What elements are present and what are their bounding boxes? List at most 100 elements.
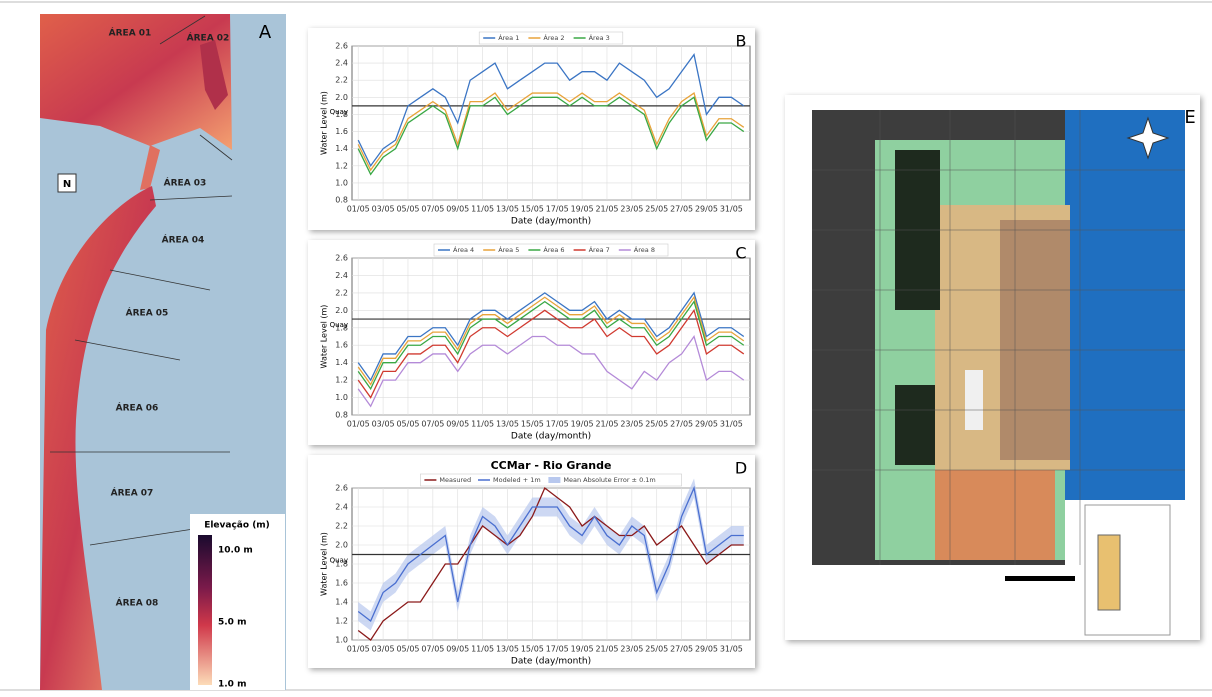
x-axis-label: Date (day/month) [511,657,591,667]
panel-label: D [735,459,747,478]
x-tick-label: 01/05 [347,645,370,654]
y-tick-label: 2.4 [335,271,348,280]
x-tick-label: 11/05 [471,205,494,214]
x-tick-label: 23/05 [620,645,643,654]
figure: A N ÁREA 01 ÁREA 02 ÁREA 03 ÁREA 04 ÁREA… [0,0,1212,693]
area-label: ÁREA 04 [162,234,205,246]
y-tick-label: 2.6 [335,254,348,263]
map-e: E [785,95,1200,640]
x-tick-label: 03/05 [372,420,395,429]
y-tick-label: 1.0 [335,636,348,645]
buildings [1000,220,1070,460]
area-label: ÁREA 07 [111,487,154,499]
x-tick-label: 27/05 [670,420,693,429]
forest [895,385,935,465]
x-tick-label: 05/05 [396,205,419,214]
x-tick-label: 27/05 [670,205,693,214]
legend-label: Área 1 [498,33,519,42]
legend-label: 1.0 m [218,680,246,690]
legend-label: 10.0 m [218,546,253,556]
area-label: ÁREA 08 [116,597,159,609]
x-tick-label: 07/05 [421,205,444,214]
x-tick-label: 25/05 [645,205,668,214]
x-tick-label: 01/05 [347,420,370,429]
y-tick-label: 1.0 [335,393,348,402]
quay-label: Quay [330,321,348,329]
chart-title: CCMar - Rio Grande [491,459,612,472]
x-tick-label: 03/05 [372,645,395,654]
area-label: ÁREA 03 [164,177,207,189]
y-tick-label: 2.4 [335,59,348,68]
x-tick-label: 15/05 [521,205,544,214]
legend-label: Mean Absolute Error ± 0.1m [563,476,655,484]
y-tick-label: 1.0 [335,178,348,187]
y-tick-label: 2.6 [335,42,348,51]
x-tick-label: 17/05 [546,420,569,429]
area-label: ÁREA 06 [116,402,159,414]
x-tick-label: 17/05 [546,645,569,654]
panel-label: B [736,32,747,51]
legend-label: 5.0 m [218,618,246,628]
legend-label: Área 7 [589,245,610,254]
y-axis-label: Water Level (m) [320,91,329,155]
x-tick-label: 19/05 [571,420,594,429]
x-tick-label: 17/05 [546,205,569,214]
area-label: ÁREA 05 [126,307,169,319]
x-tick-label: 07/05 [421,420,444,429]
legend-label: Área 6 [543,245,564,254]
legend-label: Modeled + 1m [493,476,541,484]
y-tick-label: 2.2 [335,522,348,531]
legend-label: Área 2 [543,33,564,42]
sea [1065,110,1185,500]
y-axis-label: Water Level (m) [320,532,329,596]
x-tick-label: 05/05 [396,645,419,654]
x-axis-label: Date (day/month) [511,217,591,227]
x-tick-label: 25/05 [645,645,668,654]
scale-bar [1005,576,1075,581]
x-tick-label: 13/05 [496,420,519,429]
legend-label: Measured [439,476,471,484]
x-tick-label: 15/05 [521,645,544,654]
x-tick-label: 31/05 [720,205,743,214]
legend-label: Área 8 [634,245,655,254]
x-tick-label: 31/05 [720,645,743,654]
quay-label: Quay [330,108,348,116]
land-high [935,470,1055,560]
y-tick-label: 1.2 [335,376,348,385]
x-tick-label: 15/05 [521,420,544,429]
y-tick-label: 2.2 [335,288,348,297]
y-tick-label: 1.2 [335,617,348,626]
x-tick-label: 19/05 [571,205,594,214]
x-tick-label: 11/05 [471,645,494,654]
x-tick-label: 29/05 [695,205,718,214]
y-tick-label: 2.0 [335,541,348,550]
x-tick-label: 19/05 [571,645,594,654]
x-tick-label: 23/05 [620,420,643,429]
page: {"chart_data": [ {"type": "line", "panel… [0,0,1212,693]
x-tick-label: 21/05 [595,645,618,654]
y-axis-label: Water Level (m) [320,305,329,369]
x-tick-label: 31/05 [720,420,743,429]
area-label: ÁREA 02 [187,32,230,44]
y-tick-label: 1.2 [335,161,348,170]
legend-label: Área 4 [453,245,474,254]
panel-label: A [259,22,272,43]
y-tick-label: 1.6 [335,579,348,588]
y-tick-label: 2.6 [335,484,348,493]
x-tick-label: 11/05 [471,420,494,429]
x-tick-label: 01/05 [347,205,370,214]
area-label: ÁREA 01 [109,27,152,39]
x-tick-label: 07/05 [421,645,444,654]
x-tick-label: 13/05 [496,645,519,654]
x-axis-label: Date (day/month) [511,432,591,442]
legend-title: Elevação (m) [204,521,270,531]
x-tick-label: 25/05 [645,420,668,429]
y-tick-label: 2.2 [335,76,348,85]
y-tick-label: 1.4 [335,358,348,367]
legend-label: Área 3 [589,33,610,42]
y-tick-label: 0.8 [335,411,348,420]
y-tick-label: 1.4 [335,144,348,153]
y-tick-label: 1.6 [335,127,348,136]
x-tick-label: 23/05 [620,205,643,214]
